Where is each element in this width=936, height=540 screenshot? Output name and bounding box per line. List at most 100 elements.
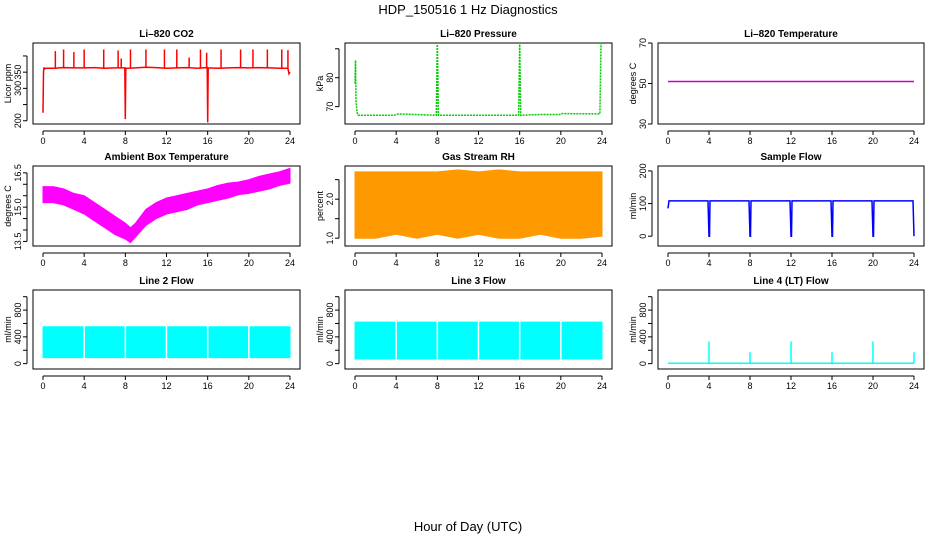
- y-axis-label: ml/min: [628, 193, 638, 220]
- y-tick-label: 0: [638, 361, 648, 366]
- panel-frame: [32, 42, 301, 125]
- y-tick-label: 80: [325, 73, 335, 83]
- y-axis-label: ml/min: [3, 316, 13, 343]
- x-tick-label: 20: [244, 136, 254, 146]
- x-tick-label: 16: [203, 258, 213, 268]
- x-tick-label: 24: [909, 258, 919, 268]
- x-tick-label: 4: [82, 258, 87, 268]
- panel-3: Ambient Box Temperature 0 4 8 12 16 20 24 13.5 15…: [3, 152, 301, 268]
- y-tick-label: 15.0: [13, 198, 23, 216]
- y-tick-label: 70: [638, 38, 648, 48]
- y-tick-label: 13.5: [13, 233, 23, 251]
- x-tick-label: 20: [868, 258, 878, 268]
- x-tick-label: 0: [665, 258, 670, 268]
- x-tick-label: 20: [556, 136, 566, 146]
- x-tick-label: 8: [747, 136, 752, 146]
- y-tick-label: 200: [13, 113, 23, 128]
- x-tick-label: 8: [747, 381, 752, 391]
- panel-title: Gas Stream RH: [442, 152, 515, 163]
- x-tick-label: 24: [597, 136, 607, 146]
- x-tick-label: 12: [161, 381, 171, 391]
- x-tick-label: 0: [40, 136, 45, 146]
- y-tick-label: 16.5: [13, 164, 23, 182]
- x-tick-label: 20: [244, 381, 254, 391]
- y-tick-label: 800: [638, 303, 648, 318]
- panel-frame: [657, 289, 925, 370]
- x-tick-label: 24: [285, 136, 295, 146]
- x-tick-label: 8: [123, 258, 128, 268]
- x-tick-label: 12: [786, 136, 796, 146]
- x-tick-label: 16: [515, 258, 525, 268]
- panel-2: Li–820 Temperature 0 4 8 12 16 20 24 30 50 70 degre…: [628, 29, 925, 146]
- figure-title: HDP_150516 1 Hz Diagnostics: [378, 2, 558, 17]
- x-tick-label: 4: [394, 136, 399, 146]
- panel-frame: [32, 289, 301, 370]
- series-band: [354, 169, 603, 239]
- x-tick-label: 20: [556, 258, 566, 268]
- x-tick-label: 8: [435, 381, 440, 391]
- x-tick-label: 8: [123, 381, 128, 391]
- panel-frame: [344, 165, 613, 247]
- panel-frame: [344, 289, 613, 370]
- x-tick-label: 4: [82, 136, 87, 146]
- x-tick-label: 0: [352, 258, 357, 268]
- x-tick-label: 4: [394, 258, 399, 268]
- y-axis-label: percent: [315, 190, 325, 221]
- y-tick-label: 0: [325, 361, 335, 366]
- x-tick-label: 24: [909, 136, 919, 146]
- panel-title: Line 4 (LT) Flow: [753, 276, 829, 287]
- x-tick-label: 16: [515, 381, 525, 391]
- y-tick-label: 0: [13, 361, 23, 366]
- panel-5: Sample Flow 0 4 8 12 16 20 24 0 100 200 ml/min: [628, 152, 925, 268]
- panel-title: Line 2 Flow: [139, 276, 194, 287]
- panel-frame: [657, 42, 925, 125]
- x-tick-label: 20: [244, 258, 254, 268]
- y-tick-label: 800: [13, 303, 23, 318]
- y-tick-label: 400: [13, 329, 23, 344]
- y-tick-label: 400: [325, 329, 335, 344]
- x-tick-label: 24: [285, 381, 295, 391]
- series-line: [354, 42, 602, 117]
- y-tick-label: 2.0: [325, 193, 335, 206]
- x-tick-label: 12: [786, 381, 796, 391]
- x-tick-label: 8: [435, 136, 440, 146]
- x-tick-label: 16: [203, 136, 213, 146]
- x-tick-label: 12: [473, 258, 483, 268]
- x-tick-label: 4: [706, 381, 711, 391]
- x-tick-label: 4: [82, 381, 87, 391]
- y-tick-label: 50: [638, 78, 648, 88]
- y-axis-label: degrees C: [3, 185, 13, 227]
- x-tick-label: 24: [909, 381, 919, 391]
- y-tick-label: 30: [638, 119, 648, 129]
- y-tick-label: 200: [638, 163, 648, 178]
- x-tick-label: 0: [40, 381, 45, 391]
- y-tick-label: 350: [13, 65, 23, 80]
- x-tick-label: 4: [394, 381, 399, 391]
- panel-title: Li–820 Temperature: [744, 29, 838, 40]
- x-tick-label: 16: [827, 136, 837, 146]
- x-tick-label: 0: [40, 258, 45, 268]
- x-tick-label: 12: [473, 136, 483, 146]
- x-tick-label: 8: [123, 136, 128, 146]
- y-tick-label: 800: [325, 303, 335, 318]
- x-tick-label: 24: [285, 258, 295, 268]
- x-tick-label: 20: [556, 381, 566, 391]
- x-tick-label: 0: [665, 136, 670, 146]
- x-tick-label: 24: [597, 258, 607, 268]
- y-axis-label: ml/min: [315, 316, 325, 343]
- y-axis-label: degrees C: [628, 62, 638, 104]
- x-tick-label: 12: [161, 258, 171, 268]
- x-tick-label: 20: [868, 381, 878, 391]
- y-tick-label: 1.0: [325, 232, 335, 245]
- x-tick-label: 8: [435, 258, 440, 268]
- panel-title: Line 3 Flow: [451, 276, 506, 287]
- y-tick-label: 400: [638, 329, 648, 344]
- x-tick-label: 20: [868, 136, 878, 146]
